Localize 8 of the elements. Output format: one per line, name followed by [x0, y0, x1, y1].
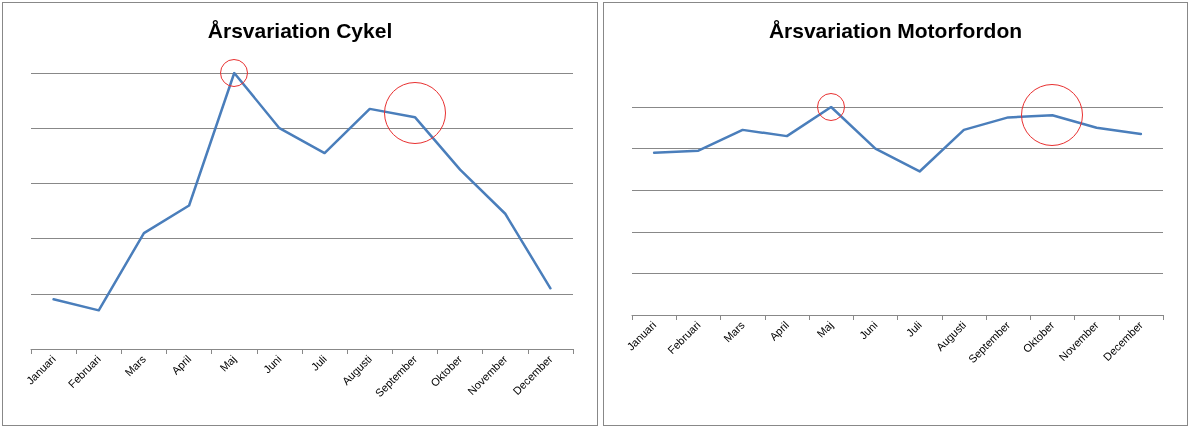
x-tick-label: Maj — [814, 318, 836, 340]
chart-title: Årsvariation Cykel — [207, 19, 393, 42]
x-tick-label: Juli — [308, 352, 329, 373]
x-tick-label: Juli — [903, 318, 924, 339]
x-tick-label: Juni — [856, 318, 880, 342]
x-tick-label: Juni — [260, 352, 284, 376]
x-tick-label: Maj — [217, 352, 239, 374]
chart-title: Årsvariation Motorfordon — [768, 19, 1023, 42]
